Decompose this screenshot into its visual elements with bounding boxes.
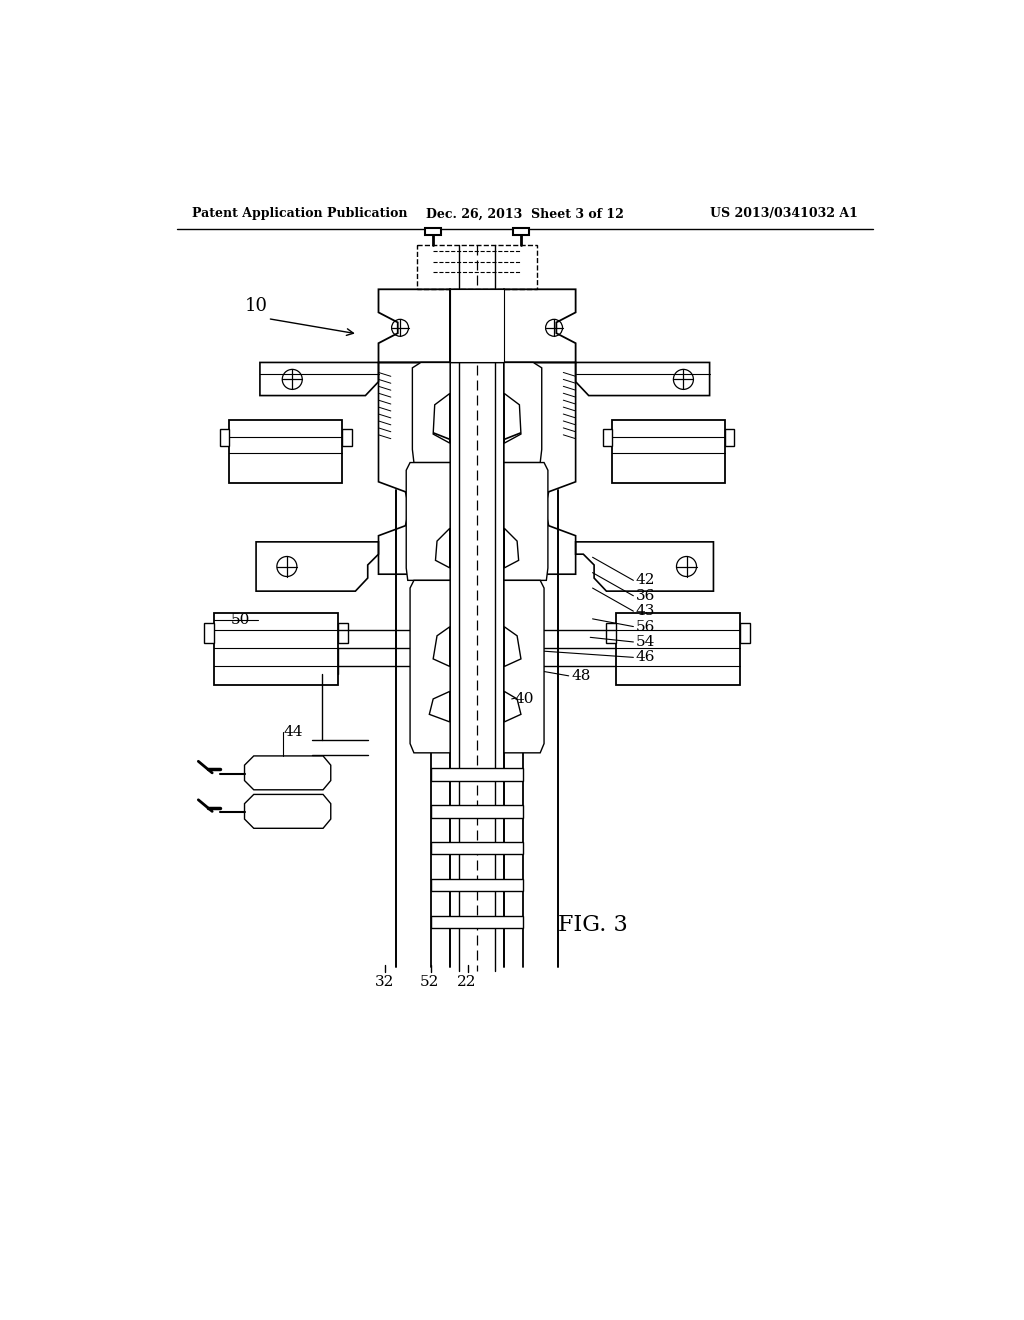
Bar	[417, 244, 538, 289]
Bar	[513, 228, 528, 235]
Bar	[205, 623, 214, 643]
Text: 44: 44	[283, 725, 302, 739]
Text: 36: 36	[636, 589, 655, 603]
Bar	[431, 842, 523, 854]
Bar	[214, 612, 339, 685]
Text: 22: 22	[458, 974, 477, 989]
Polygon shape	[504, 363, 542, 462]
Text: 43: 43	[636, 605, 655, 618]
Bar	[431, 805, 523, 817]
Bar	[431, 768, 523, 780]
Bar	[451, 289, 504, 363]
Text: Dec. 26, 2013  Sheet 3 of 12: Dec. 26, 2013 Sheet 3 of 12	[426, 207, 624, 220]
Bar	[602, 429, 611, 446]
Bar	[229, 420, 342, 483]
Text: 56: 56	[636, 619, 655, 634]
Polygon shape	[504, 581, 544, 752]
Polygon shape	[413, 363, 451, 462]
Bar	[339, 623, 348, 643]
Text: 42: 42	[636, 573, 655, 587]
Bar	[431, 879, 523, 891]
Polygon shape	[410, 581, 451, 752]
Text: 32: 32	[375, 974, 394, 989]
Text: Patent Application Publication: Patent Application Publication	[193, 207, 408, 220]
Bar	[615, 612, 740, 685]
Polygon shape	[407, 462, 451, 581]
Text: 46: 46	[636, 651, 655, 664]
Polygon shape	[504, 462, 548, 581]
Text: 10: 10	[245, 297, 267, 315]
Bar	[220, 429, 229, 446]
Text: 50: 50	[230, 614, 250, 627]
Bar	[342, 429, 351, 446]
Text: FIG. 3: FIG. 3	[558, 913, 628, 936]
Bar	[740, 623, 750, 643]
Bar	[425, 228, 441, 235]
Text: 54: 54	[636, 635, 655, 649]
Bar	[611, 420, 725, 483]
Text: 48: 48	[571, 669, 591, 682]
Text: 40: 40	[514, 692, 534, 706]
Text: US 2013/0341032 A1: US 2013/0341032 A1	[710, 207, 857, 220]
Text: 52: 52	[420, 974, 439, 989]
Bar	[606, 623, 615, 643]
Bar	[725, 429, 734, 446]
Bar	[431, 916, 523, 928]
